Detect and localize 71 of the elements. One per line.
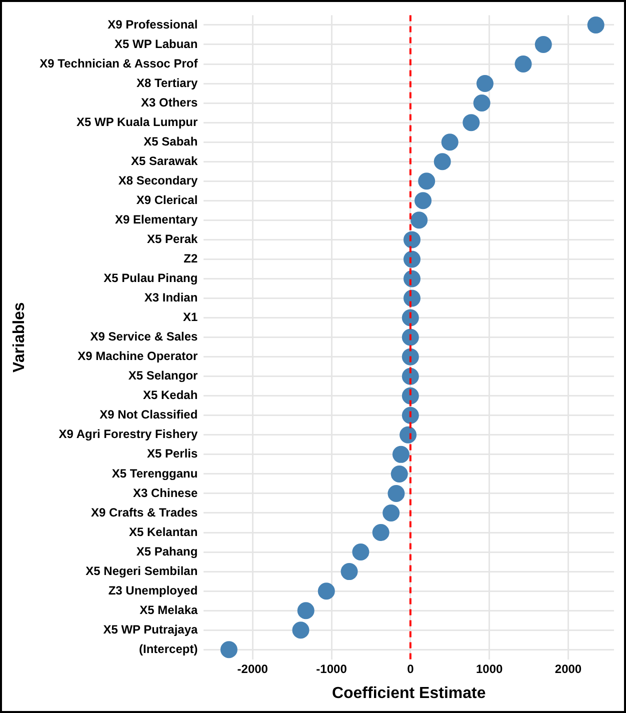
point [388,484,405,502]
y-tick-label: X5 Pahang [136,544,198,558]
y-tick-label: X5 WP Labuan [114,36,198,51]
y-tick-label: Z3 Unemployed [108,583,198,598]
point [392,446,410,463]
point [434,153,451,170]
x-tick-label: 2000 [554,662,582,676]
point [292,622,310,639]
x-axis-title: Coefficient Estimate [332,684,486,702]
x-tick-label: -1000 [316,662,348,676]
point [340,563,358,580]
point [372,524,390,542]
y-tick-label: X5 Terengganu [112,466,198,480]
point [382,504,400,522]
y-tick-label: X9 Machine Operator [78,349,198,364]
y-tick-label: X5 Kedah [143,388,198,402]
y-tick-label: X5 Perak [146,232,198,246]
point [400,426,417,444]
point [462,114,480,132]
y-tick-label: X3 Chinese [132,486,198,500]
point [534,36,552,53]
y-tick-label: X9 Clerical [136,192,198,207]
point [390,465,408,482]
y-tick-label: X9 Elementary [114,212,198,226]
x-tick-label: 1000 [476,662,503,676]
point [418,172,436,190]
y-tick-label: X3 Others [140,95,198,110]
point [297,602,314,620]
y-tick-label: X9 Technician & Assoc Prof [40,56,199,70]
point [318,582,335,600]
point [476,75,494,92]
y-tick-label: X9 Agri Forestry Fishery [58,427,198,442]
y-tick-label: X9 Crafts & Trades [90,505,198,520]
y-tick-label: X5 Perlis [146,446,198,461]
point [352,544,370,561]
point [402,348,419,366]
point [404,250,420,268]
point [402,309,419,326]
x-tick-label: -2000 [237,662,268,676]
y-tick-label: X5 Pulau Pinang [104,271,198,286]
point [404,270,420,288]
point [410,212,428,229]
y-tick-label: (Intercept) [139,642,198,656]
y-tick-label: X5 Selangor [128,368,198,383]
point [402,387,419,404]
point [441,134,458,151]
y-tick-label: X9 Professional [108,17,198,32]
y-tick-label: X5 Kelantan [128,524,198,539]
y-tick-label: X5 WP Putrajaya [103,622,198,636]
point [220,641,238,658]
point [473,94,490,112]
point [402,406,419,424]
point [414,192,432,210]
point [587,16,604,34]
y-tick-label: X3 Indian [144,290,198,305]
y-tick-label: X8 Tertiary [136,76,198,90]
y-tick-label: X5 Melaka [140,602,198,617]
y-tick-label: X5 Negeri Sembilan [86,564,198,578]
point [514,56,532,73]
y-tick-label: Z2 [184,252,198,266]
y-tick-label: X5 WP Kuala Lumpur [76,114,198,129]
point [404,231,420,248]
y-tick-label: X5 Sarawak [130,154,198,168]
y-tick-label: X1 [183,310,198,324]
y-tick-label: X5 Sabah [144,134,198,148]
y-tick-label: X9 Service & Sales [90,330,198,344]
y-tick-label: X8 Secondary [118,173,198,188]
y-tick-label: X9 Not Classified [100,408,198,422]
x-tick-label: 0 [407,662,414,676]
point [402,328,419,346]
y-axis-title: Variables [11,302,28,372]
